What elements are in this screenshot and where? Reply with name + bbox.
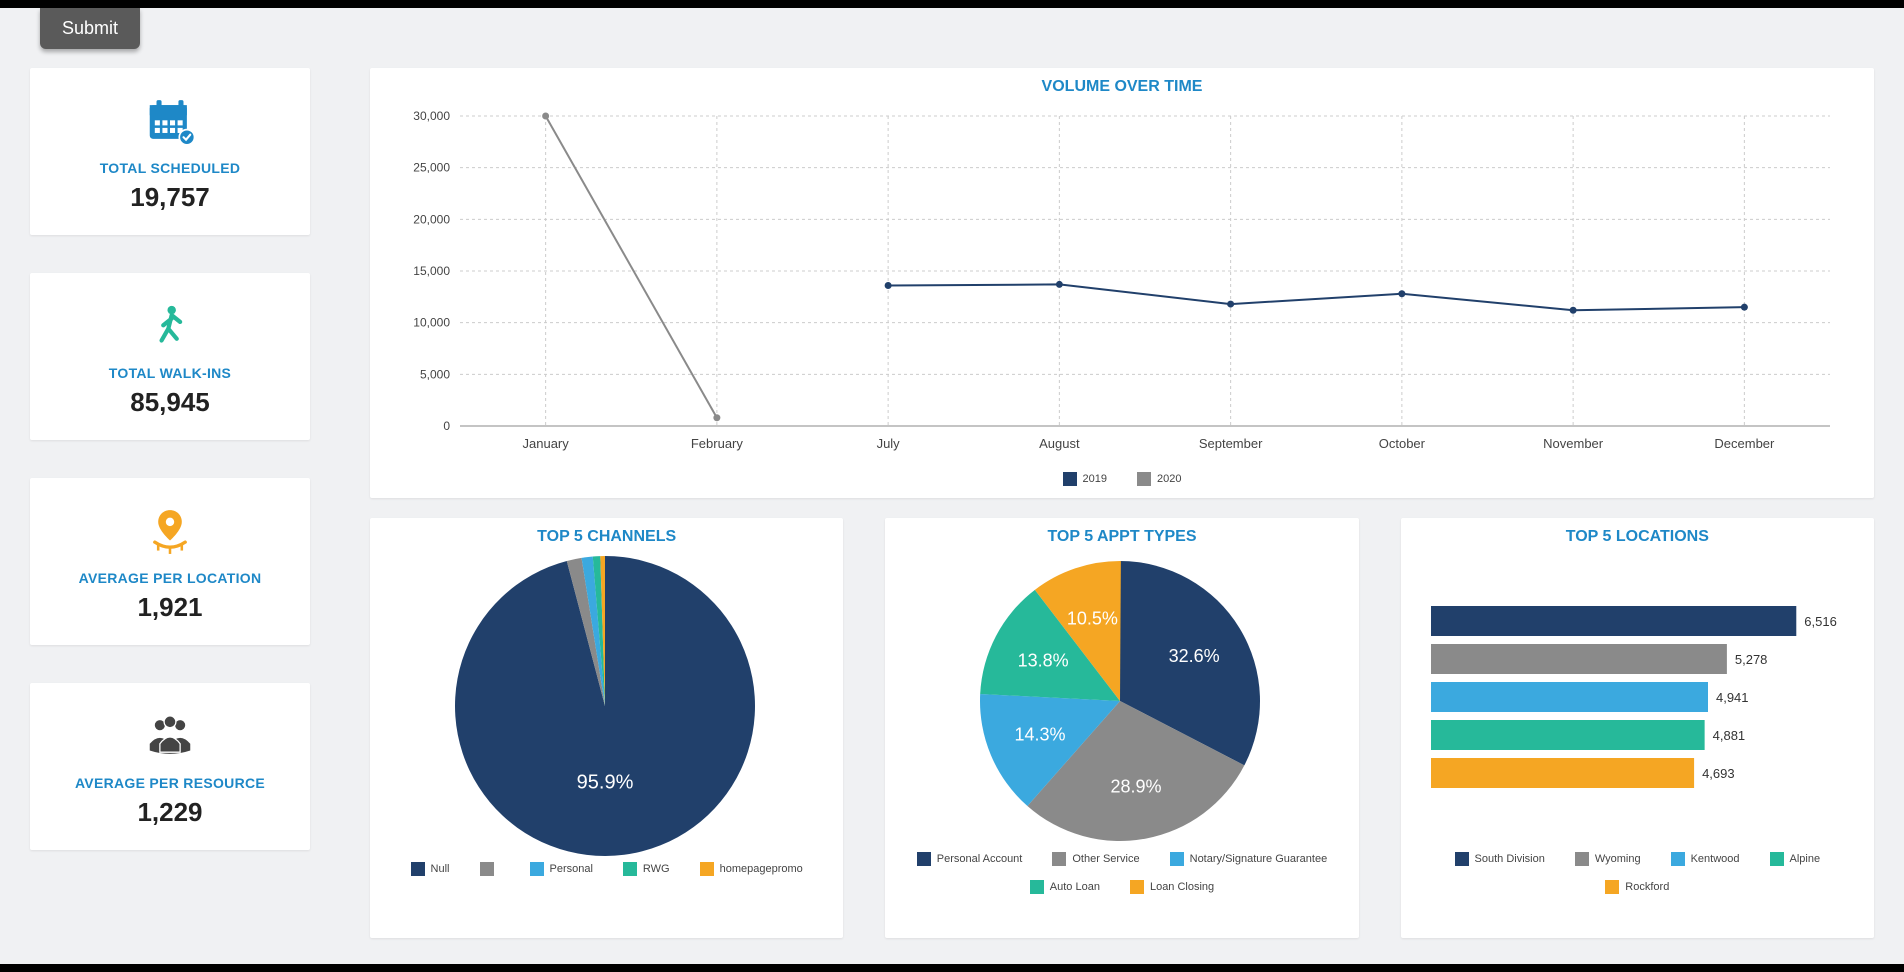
walker-icon [40,299,300,355]
svg-text:February: February [691,436,744,451]
volume-chart-title: VOLUME OVER TIME [390,68,1854,96]
legend-item[interactable]: Rockford [1605,880,1669,894]
legend-item[interactable]: Auto Loan [1030,880,1100,894]
legend-item[interactable]: Kentwood [1671,852,1740,866]
svg-text:December: December [1714,436,1775,451]
svg-text:5,278: 5,278 [1735,652,1768,667]
svg-text:28.9%: 28.9% [1111,776,1162,796]
top-locations-legend: South Division Wyoming Kentwood Alpine Rockf… [1401,846,1874,900]
svg-text:November: November [1543,436,1604,451]
kpi-label: AVERAGE PER LOCATION [40,570,300,586]
legend-item[interactable]: Notary/Signature Guarantee [1170,852,1328,866]
volume-over-time-panel: VOLUME OVER TIME 0 5,000 10,000 15,000 20,00… [370,68,1874,498]
legend-item[interactable]: Loan Closing [1130,880,1214,894]
kpi-label: AVERAGE PER RESOURCE [40,775,300,791]
svg-text:20,000: 20,000 [413,212,450,226]
top-locations-bar: 6,516 5,278 4,941 4,881 4,693 [1401,546,1871,846]
svg-text:August: August [1039,436,1080,451]
legend-item[interactable]: Personal [530,862,593,876]
legend-item[interactable]: Alpine [1770,852,1821,866]
top-locations-title: TOP 5 LOCATIONS [1401,518,1874,546]
top-channels-title: TOP 5 CHANNELS [370,518,843,546]
legend-item[interactable]: Null [411,862,450,876]
svg-text:July: July [877,436,901,451]
top-appt-types-legend: Personal Account Other Service Notary/Sign… [885,846,1358,900]
legend-item[interactable]: South Division [1455,852,1545,866]
svg-text:30,000: 30,000 [413,109,450,123]
kpi-value: 1,921 [40,592,300,623]
svg-text:32.6%: 32.6% [1169,646,1220,666]
legend-item[interactable]: Other Service [1052,852,1139,866]
kpi-value: 1,229 [40,797,300,828]
submit-button[interactable]: Submit [40,8,140,49]
kpi-card-avg-per-location: AVERAGE PER LOCATION 1,921 [30,478,310,645]
top-appt-types-panel: TOP 5 APPT TYPES 32.6% 28.9% 14.3% 13.8% 10.… [885,518,1358,938]
legend-item[interactable]: homepagepromo [700,862,803,876]
kpi-label: TOTAL SCHEDULED [40,160,300,176]
svg-text:10,000: 10,000 [413,316,450,330]
kpi-value: 85,945 [40,387,300,418]
legend-item[interactable]: RWG [623,862,670,876]
svg-text:0: 0 [443,419,450,433]
svg-text:January: January [523,436,570,451]
kpi-value: 19,757 [40,182,300,213]
kpi-card-total-scheduled: TOTAL SCHEDULED 19,757 [30,68,310,235]
svg-text:13.8%: 13.8% [1018,651,1069,671]
location-icon [40,504,300,560]
volume-chart-legend: 2019 2020 [390,466,1854,492]
svg-text:4,693: 4,693 [1702,766,1735,781]
top-channels-legend: Null Personal RWG homepagepromo [370,856,843,882]
top-appt-types-title: TOP 5 APPT TYPES [885,518,1358,546]
kpi-label: TOTAL WALK-INS [40,365,300,381]
svg-text:September: September [1199,436,1263,451]
svg-text:4,941: 4,941 [1716,690,1749,705]
legend-item[interactable]: 2019 [1063,472,1107,486]
dashboard-page: Submit TOTAL SCHEDULED 19,757 TOTAL WALK-I… [0,8,1904,964]
kpi-column: TOTAL SCHEDULED 19,757 TOTAL WALK-INS 85,94… [30,68,310,938]
svg-text:10.5%: 10.5% [1067,609,1118,629]
legend-item[interactable]: Personal Account [917,852,1023,866]
kpi-card-avg-per-resource: AVERAGE PER RESOURCE 1,229 [30,683,310,850]
svg-text:15,000: 15,000 [413,264,450,278]
svg-text:5,000: 5,000 [420,367,450,381]
kpi-card-total-walkins: TOTAL WALK-INS 85,945 [30,273,310,440]
legend-item[interactable] [480,862,500,876]
people-icon [40,709,300,765]
top-channels-panel: TOP 5 CHANNELS 95.9% Null Personal RWG home… [370,518,843,938]
top-appt-types-pie: 32.6% 28.9% 14.3% 13.8% 10.5% [885,546,1355,846]
svg-text:25,000: 25,000 [413,161,450,175]
volume-line-chart: 0 5,000 10,000 15,000 20,000 25,000 30,000 Janu… [390,96,1850,466]
svg-text:14.3%: 14.3% [1015,725,1066,745]
legend-item[interactable]: 2020 [1137,472,1181,486]
legend-item[interactable]: Wyoming [1575,852,1641,866]
top-channels-pie: 95.9% [370,546,840,856]
calendar-icon [40,94,300,150]
svg-text:6,516: 6,516 [1804,614,1837,629]
svg-text:4,881: 4,881 [1712,728,1745,743]
top-locations-panel: TOP 5 LOCATIONS 6,516 5,278 4,941 4,881 4,69… [1401,518,1874,938]
svg-text:October: October [1379,436,1426,451]
svg-text:95.9%: 95.9% [577,772,634,794]
